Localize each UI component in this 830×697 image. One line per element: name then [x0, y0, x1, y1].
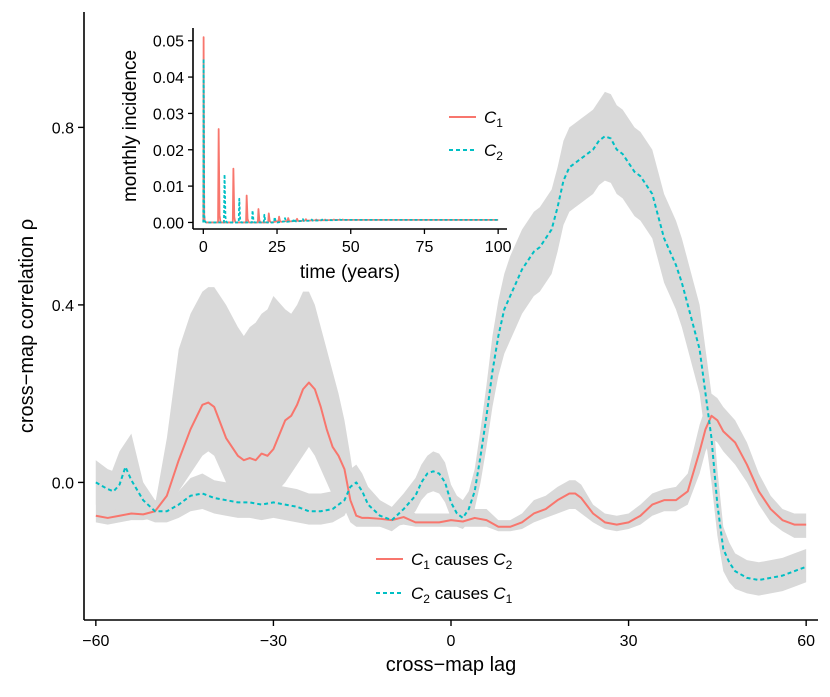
inset-y-tick-label: 0.01: [153, 179, 184, 196]
inset-series-lines: [202, 36, 499, 224]
inset-x-tick-label: 50: [342, 239, 360, 256]
inset-x-tick-label: 75: [416, 239, 434, 256]
main-y-tick-label: 0.4: [52, 298, 74, 315]
main-x-ticks: −60 −30 0 30 60: [82, 620, 815, 650]
inset-legend-label-series-1: C1: [484, 108, 503, 130]
inset-x-ticks: 0 25 50 75 100: [199, 229, 512, 256]
main-y-axis-title: cross−map correlation ρ: [16, 219, 38, 433]
main-ci-bands: [95, 91, 807, 596]
inset-x-tick-label: 100: [485, 239, 512, 256]
inset-x-tick-label: 25: [268, 239, 286, 256]
main-x-tick-label: 30: [620, 633, 638, 650]
main-y-tick-label: 0.8: [52, 120, 74, 137]
main-x-axis-title: cross−map lag: [386, 654, 517, 676]
main-x-tick-label: 0: [447, 633, 456, 650]
main-y-tick-label: 0.0: [52, 475, 74, 492]
inset-legend-label-series-2: C2: [484, 141, 503, 163]
ci-band-series-2: [95, 91, 807, 596]
inset-y-tick-label: 0.00: [153, 215, 184, 232]
inset-series-line-2: [202, 58, 499, 224]
inset-y-tick-label: 0.05: [153, 34, 184, 51]
inset-axes: [192, 28, 507, 230]
inset-y-tick-label: 0.04: [153, 70, 184, 87]
inset-y-tick-label: 0.03: [153, 106, 184, 123]
series-line-2: [95, 135, 807, 582]
legend-label-series-2: C2 causes C1: [411, 584, 513, 606]
main-legend: C1 causes C2 C2 causes C1: [376, 550, 513, 606]
main-series-lines: [95, 135, 807, 582]
main-x-tick-label: −30: [260, 633, 287, 650]
inset-x-tick-label: 0: [199, 239, 208, 256]
series-line-1: [95, 381, 807, 528]
legend-label-series-1: C1 causes C2: [411, 550, 513, 572]
inset-y-tick-label: 0.02: [153, 143, 184, 160]
inset-x-axis-title: time (years): [300, 262, 400, 283]
main-x-tick-label: −60: [82, 633, 109, 650]
inset-legend: C1 C2: [449, 108, 503, 163]
inset-y-axis-title: monthly incidence: [120, 50, 141, 202]
ci-band-series-1: [95, 287, 807, 538]
inset-y-ticks: 0.00 0.01 0.02 0.03 0.04 0.05: [153, 34, 193, 232]
main-x-tick-label: 60: [797, 633, 815, 650]
main-y-ticks: 0.0 0.4 0.8: [52, 120, 84, 492]
